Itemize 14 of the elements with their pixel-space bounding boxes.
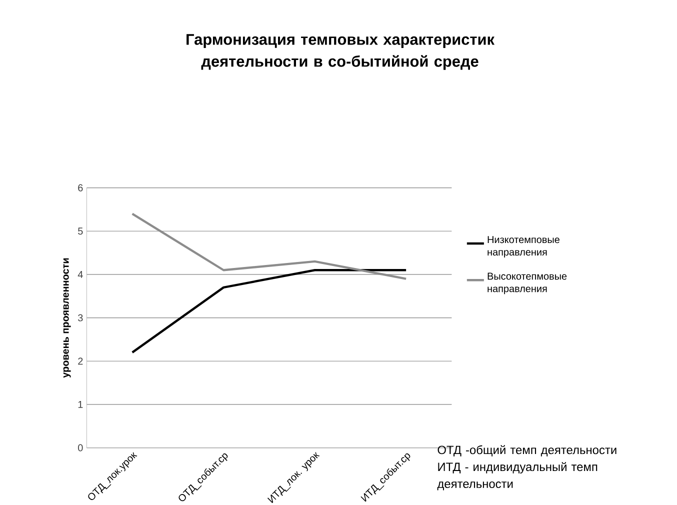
- legend-label: Высокотепмовые направления: [488, 272, 567, 294]
- legend-label: Низкотемповые направления: [488, 236, 560, 258]
- chart-title: Гармонизация темповых характеристик деятельности в со-бытийной среде: [186, 34, 494, 70]
- y-axis-title: уровень проявленности: [63, 258, 71, 378]
- y-tick-label: 2: [78, 358, 83, 365]
- y-tick-label: 0: [78, 444, 83, 452]
- annotation: ОТД -общий темп деятельности: [438, 445, 616, 456]
- y-tick-label: 6: [78, 184, 83, 192]
- line-series: [131, 212, 408, 280]
- y-tick-label: 4: [78, 271, 83, 278]
- text: ИТД - индивидуальный темп деятельности: [437, 462, 598, 490]
- y-tick-label: 3: [78, 314, 83, 322]
- y-tick-label: 5: [78, 228, 83, 235]
- y-tick-label: 1: [78, 401, 83, 408]
